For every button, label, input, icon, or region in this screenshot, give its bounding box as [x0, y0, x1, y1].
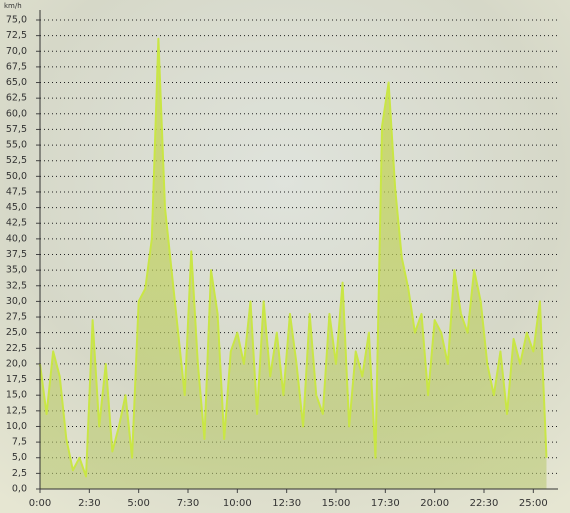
speed-area	[40, 38, 547, 489]
x-tick-label: 20:00	[420, 498, 449, 509]
x-tick-label: 17:30	[371, 498, 400, 509]
y-tick-label: 50,0	[6, 171, 27, 182]
y-tick-label: 0,0	[12, 484, 27, 495]
speed-line	[39, 37, 548, 478]
y-tick-label: 45,0	[6, 202, 27, 213]
y-tick-label: 70,0	[6, 46, 27, 57]
y-tick-label: 17,5	[6, 374, 27, 385]
y-tick-label: 20,0	[6, 358, 27, 369]
y-tick-label: 72,5	[6, 30, 27, 41]
y-tick-label: 10,0	[6, 421, 27, 432]
y-tick-label: 32,5	[6, 280, 27, 291]
y-tick-label: 67,5	[6, 61, 27, 72]
y-tick-label: 7,5	[12, 437, 27, 448]
y-tick-label: 35,0	[6, 265, 27, 276]
x-tick-label: 15:00	[322, 498, 351, 509]
x-tick-label: 2:30	[78, 498, 100, 509]
x-tick-label: 0:00	[29, 498, 51, 509]
y-tick-label: 37,5	[6, 249, 27, 260]
y-tick-label: 57,5	[6, 124, 27, 135]
y-tick-label: 62,5	[6, 93, 27, 104]
unit-label: km/h	[4, 2, 22, 10]
x-tick-label: 22:30	[470, 498, 499, 509]
y-tick-label: 15,0	[6, 390, 27, 401]
y-tick-label: 47,5	[6, 186, 27, 197]
y-tick-label: 12,5	[6, 405, 27, 416]
x-tick-label: 25:00	[519, 498, 548, 509]
y-tick-label: 25,0	[6, 327, 27, 338]
x-tick-label: 5:00	[127, 498, 149, 509]
x-tick-label: 12:30	[272, 498, 301, 509]
y-tick-label: 65,0	[6, 77, 27, 88]
y-tick-label: 42,5	[6, 218, 27, 229]
y-tick-label: 30,0	[6, 296, 27, 307]
y-tick-label: 5,0	[12, 452, 27, 463]
y-tick-label: 52,5	[6, 155, 27, 166]
y-tick-label: 27,5	[6, 312, 27, 323]
x-tick-label: 7:30	[177, 498, 199, 509]
y-tick-label: 60,0	[6, 108, 27, 119]
y-tick-label: 55,0	[6, 140, 27, 151]
y-tick-label: 22,5	[6, 343, 27, 354]
x-tick-label: 10:00	[223, 498, 252, 509]
y-tick-label: 40,0	[6, 233, 27, 244]
y-tick-label: 75,0	[6, 15, 27, 26]
y-tick-label: 2,5	[12, 468, 27, 479]
